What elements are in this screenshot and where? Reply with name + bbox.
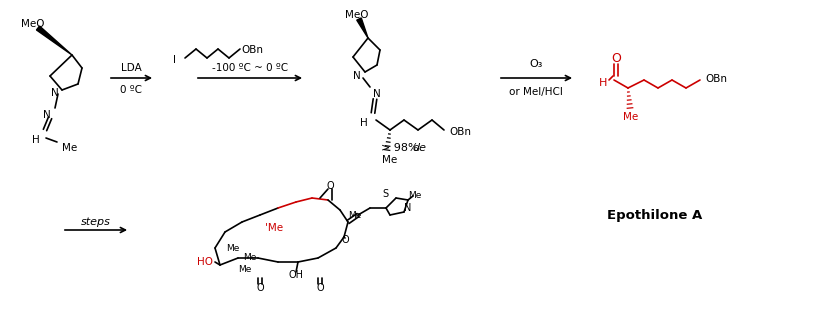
Text: I: I: [174, 55, 176, 65]
Text: 0 ºC: 0 ºC: [120, 85, 142, 95]
Text: N: N: [43, 110, 51, 120]
Text: MeO: MeO: [21, 19, 45, 29]
Text: Me: Me: [382, 155, 397, 165]
Text: O: O: [341, 235, 349, 245]
Text: Me: Me: [226, 243, 239, 252]
Text: LDA: LDA: [121, 63, 141, 73]
Text: Me: Me: [62, 143, 77, 153]
Text: -100 ºC ~ 0 ºC: -100 ºC ~ 0 ºC: [212, 63, 288, 73]
Text: OBn: OBn: [449, 127, 471, 137]
Text: O: O: [611, 52, 621, 65]
Text: H: H: [360, 118, 368, 128]
Text: Me: Me: [239, 265, 252, 274]
Text: OBn: OBn: [705, 74, 727, 84]
Text: H: H: [32, 135, 39, 145]
Text: OH: OH: [288, 270, 303, 280]
Text: N: N: [404, 203, 412, 213]
Text: or MeI/HCl: or MeI/HCl: [509, 87, 563, 97]
Text: N: N: [353, 71, 361, 81]
Text: HO: HO: [197, 257, 213, 267]
Text: O₃: O₃: [529, 59, 543, 69]
Text: O: O: [326, 181, 333, 191]
Text: N: N: [51, 88, 59, 98]
Polygon shape: [357, 18, 368, 38]
Text: Me: Me: [349, 210, 362, 219]
Text: Me: Me: [244, 252, 257, 261]
Text: de: de: [412, 143, 426, 153]
Text: H: H: [599, 78, 607, 88]
Text: O: O: [316, 283, 323, 293]
Text: N: N: [373, 89, 381, 99]
Text: O: O: [256, 283, 264, 293]
Text: Epothilone A: Epothilone A: [607, 209, 702, 222]
Text: S: S: [382, 189, 388, 199]
Text: > 98%: > 98%: [381, 143, 419, 153]
Text: Me: Me: [623, 112, 638, 122]
Polygon shape: [36, 26, 72, 55]
Text: Me: Me: [408, 191, 422, 200]
Text: MeO: MeO: [345, 10, 369, 20]
Text: steps: steps: [81, 217, 111, 227]
Text: OBn: OBn: [241, 45, 263, 55]
Text: 'Me: 'Me: [265, 223, 283, 233]
